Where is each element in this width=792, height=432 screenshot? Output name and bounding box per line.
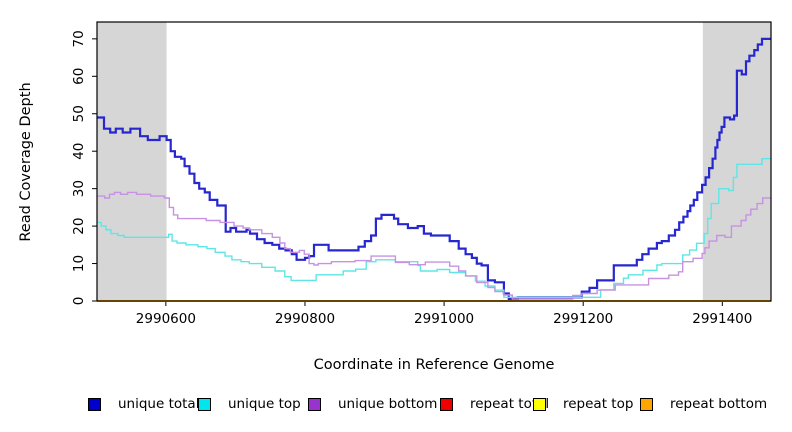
- legend-label: repeat top: [563, 396, 634, 412]
- x-tick-label: 2990600: [136, 311, 196, 327]
- series-unique-top: [97, 158, 771, 298]
- legend-swatch: [533, 397, 546, 411]
- y-tick-label: 20: [71, 218, 87, 235]
- x-tick-label: 2991000: [414, 311, 474, 327]
- legend-swatch: [640, 397, 653, 411]
- x-tick-label: 2991200: [553, 311, 613, 327]
- legend-label: unique total: [118, 396, 200, 412]
- shaded-region-right: [702, 22, 771, 301]
- y-tick-label: 70: [71, 30, 87, 47]
- legend-item-unique-top: unique top: [198, 395, 301, 413]
- x-tick-label: 2990800: [275, 311, 335, 327]
- legend: unique total unique top unique bottom repea…: [0, 395, 792, 417]
- shaded-region-left: [97, 22, 167, 301]
- legend-item-unique-bottom: unique bottom: [308, 395, 437, 413]
- y-tick-label: 60: [71, 68, 87, 85]
- y-tick-label: 10: [71, 255, 87, 272]
- legend-label: repeat bottom: [670, 396, 768, 412]
- series-unique-total: [97, 37, 771, 301]
- y-tick-label: 40: [71, 143, 87, 160]
- y-tick-label: 30: [71, 180, 87, 197]
- legend-item-repeat-top: repeat top: [533, 395, 633, 413]
- legend-swatch: [88, 397, 101, 411]
- series-unique-bottom: [97, 191, 771, 300]
- x-axis-label: Coordinate in Reference Genome: [313, 357, 555, 373]
- legend-swatch: [308, 397, 321, 411]
- x-tick-label: 2991400: [692, 311, 752, 327]
- legend-label: unique bottom: [338, 396, 438, 412]
- plot-box: [96, 21, 772, 302]
- legend-item-unique-total: unique total: [88, 395, 199, 413]
- legend-swatch: [198, 397, 211, 411]
- coverage-plot: 2990600 2990800 2991000 2991200 2991400 0 10 20…: [71, 21, 772, 327]
- legend-label: unique top: [228, 396, 301, 412]
- y-tick-label: 0: [71, 297, 87, 306]
- legend-label: repeat total: [470, 396, 550, 412]
- legend-item-repeat-bottom: repeat bottom: [640, 395, 767, 413]
- legend-swatch: [440, 397, 453, 411]
- legend-item-repeat-total: repeat total: [440, 395, 549, 413]
- y-tick-label: 50: [71, 105, 87, 122]
- y-axis-label: Read Coverage Depth: [18, 82, 34, 242]
